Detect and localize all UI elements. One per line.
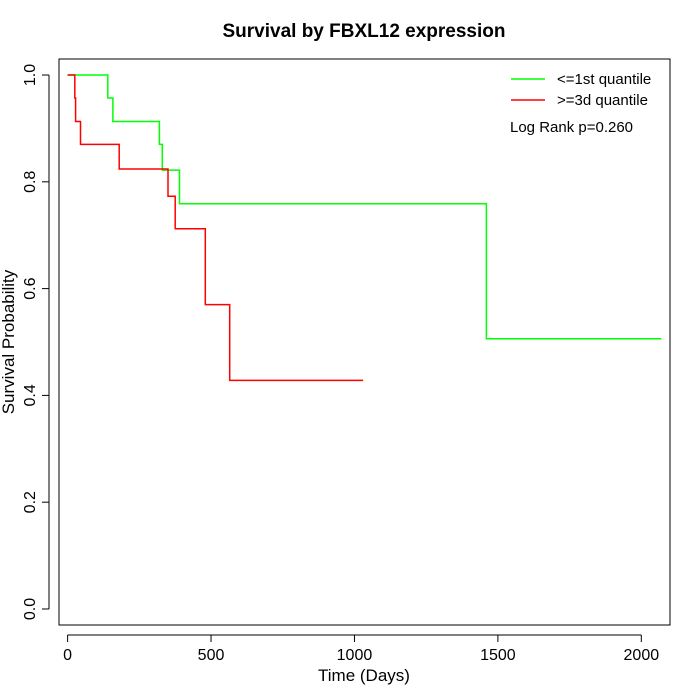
series-line-0 bbox=[67, 74, 662, 340]
y-axis-label: Survival Probability bbox=[0, 269, 18, 414]
legend-label-low: <=1st quantile bbox=[557, 71, 651, 88]
x-tick-label: 1000 bbox=[337, 647, 373, 664]
y-axis: 0.0 0.2 0.4 0.6 0.8 1.0 bbox=[22, 64, 50, 620]
x-tick-label: 0 bbox=[63, 647, 72, 664]
log-rank-annotation: Log Rank p=0.260 bbox=[510, 119, 633, 136]
y-tick-label: 0.2 bbox=[22, 491, 39, 513]
series-layer bbox=[67, 74, 662, 382]
x-axis: 0 500 1000 1500 2000 bbox=[63, 634, 660, 664]
x-tick-label: 1500 bbox=[480, 647, 516, 664]
legend: <=1st quantile >=3d quantile Log Rank p=… bbox=[510, 71, 651, 136]
x-axis-label: Time (Days) bbox=[318, 666, 410, 685]
plot-frame bbox=[58, 58, 671, 626]
y-tick-label: 1.0 bbox=[22, 64, 39, 86]
x-tick-label: 2000 bbox=[624, 647, 660, 664]
chart-title: Survival by FBXL12 expression bbox=[222, 21, 505, 42]
x-tick-label: 500 bbox=[198, 647, 225, 664]
y-tick-label: 0.8 bbox=[22, 171, 39, 193]
series-line-1 bbox=[67, 74, 364, 382]
y-tick-label: 0.4 bbox=[22, 384, 39, 406]
legend-label-high: >=3d quantile bbox=[557, 92, 648, 109]
y-tick-label: 0.6 bbox=[22, 277, 39, 299]
y-tick-label: 0.0 bbox=[22, 598, 39, 620]
